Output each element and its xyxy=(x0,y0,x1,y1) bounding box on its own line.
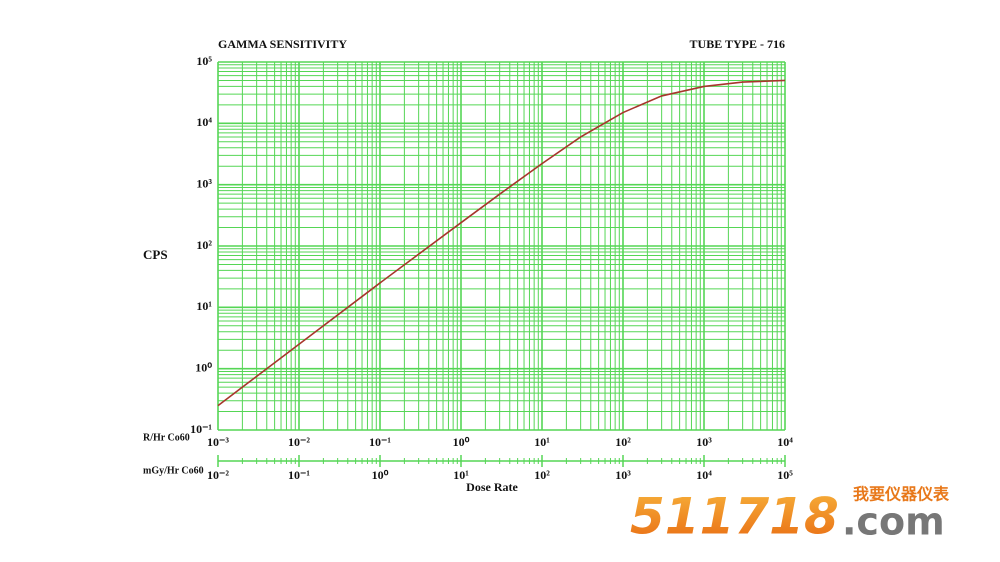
x2-tick-label: 10⁴ xyxy=(696,468,712,482)
x-tick-label: 10¹ xyxy=(534,435,550,449)
y-tick-label: 10² xyxy=(196,238,212,252)
x-tick-label: 10⁻² xyxy=(288,435,310,449)
x2-axis-label: mGy/Hr Co60 xyxy=(143,465,204,476)
y-tick-label: 10¹ xyxy=(196,299,212,313)
x-tick-label: 10³ xyxy=(696,435,712,449)
data-line xyxy=(217,79,786,407)
y-tick-label: 10⁴ xyxy=(196,115,212,129)
x-tick-label: 10⁴ xyxy=(777,435,793,449)
x-title: Dose Rate xyxy=(466,480,518,494)
chart-subtitle: TUBE TYPE - 716 xyxy=(690,37,785,51)
x-tick-label: 10⁰ xyxy=(453,435,470,449)
y-axis-label: CPS xyxy=(143,247,168,262)
x2-tick-label: 10⁰ xyxy=(372,468,389,482)
chart-title: GAMMA SENSITIVITY xyxy=(218,37,347,51)
watermark-domain: .com xyxy=(842,500,945,544)
x-tick-label: 10² xyxy=(615,435,631,449)
y-tick-label: 10⁻¹ xyxy=(190,422,212,436)
x-tick-label: 10⁻³ xyxy=(207,435,229,449)
x2-tick-label: 10⁵ xyxy=(777,468,793,482)
x2-tick-label: 10¹ xyxy=(453,468,469,482)
x2-tick-label: 10³ xyxy=(615,468,631,482)
x2-tick-label: 10⁻² xyxy=(207,468,229,482)
x2-tick-label: 10⁻¹ xyxy=(288,468,310,482)
x-axis-label: R/Hr Co60 xyxy=(143,432,190,443)
x-tick-label: 10⁻¹ xyxy=(369,435,391,449)
y-tick-label: 10³ xyxy=(196,176,212,190)
watermark-number: 511718 xyxy=(630,488,839,546)
x2-tick-label: 10² xyxy=(534,468,550,482)
y-tick-label: 10⁰ xyxy=(195,360,212,374)
y-tick-label: 10⁵ xyxy=(196,54,212,68)
watermark-tagline: 我要仪器仪表 xyxy=(853,485,950,504)
